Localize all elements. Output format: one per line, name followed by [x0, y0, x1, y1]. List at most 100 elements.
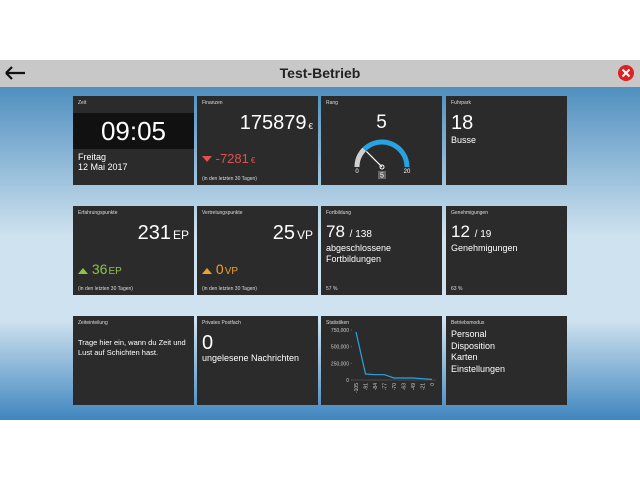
value: 18 [451, 112, 474, 134]
back-button[interactable] [4, 66, 26, 80]
period: (in den letzten 30 Tagen) [202, 286, 257, 292]
tile-erfahrungspunkte[interactable]: Erfahrungspunkte 231 EP 36EP (in den letz… [73, 206, 194, 295]
value-line: 175879 € [240, 112, 313, 135]
percent: 57 % [326, 286, 338, 292]
change-unit: VP [224, 266, 239, 277]
value: 175879 [239, 112, 307, 134]
header-bar: Test-Betrieb [0, 60, 640, 87]
tile-betriebsmodus[interactable]: Betriebsmodus Personal Disposition Karten E… [446, 316, 567, 405]
change-value: 36 [91, 261, 108, 277]
tile-label: Privates Postfach [202, 320, 241, 326]
gauge-needle [366, 151, 383, 168]
down-arrow [202, 156, 212, 162]
period: (in den letzten 30 Tagen) [202, 176, 257, 182]
tile-label: Vertretungspunkte [202, 210, 243, 216]
tile-finanzen[interactable]: Finanzen 175879 € -7281 € (in den letzten … [197, 96, 318, 185]
y-tick-label: 0 [346, 378, 349, 384]
close-button[interactable] [617, 64, 635, 82]
unit: Busse [451, 135, 477, 145]
gauge-hub [379, 164, 385, 170]
x-tick-label: -91 [364, 383, 370, 390]
mode-item[interactable]: Einstellungen [451, 363, 506, 374]
change-unit: € [250, 156, 256, 165]
gauge-arc [362, 139, 410, 168]
value-line: 78 / 138 [326, 222, 372, 242]
period: (in den letzten 30 Tagen) [78, 286, 133, 292]
tile-label: Betriebsmodus [451, 320, 485, 326]
value: 12 [451, 222, 470, 241]
percent: 63 % [451, 286, 463, 292]
series-line [355, 331, 433, 380]
tile-label: Fuhrpark [451, 100, 472, 106]
value-line: 25 VP [273, 222, 313, 245]
clock: 09:05 [73, 113, 194, 149]
change-value: -7281 [215, 151, 249, 166]
stat-chart: 0 250,000 500,000 750,000 -105 -91 -84 -77 -70 -6… [331, 328, 436, 393]
unit: EP [172, 228, 189, 242]
tile-genehmigungen[interactable]: Genehmigungen 12 / 19 Genehmigungen 63 % [446, 206, 567, 295]
gauge-min: 0 [355, 169, 359, 175]
total: / 19 [474, 229, 492, 240]
tile-postfach[interactable]: Privates Postfach 0 ungelesene Nachricht… [197, 316, 318, 405]
value-line: 231 EP [138, 222, 189, 245]
x-tick-label: -84 [373, 383, 379, 390]
gauge-max: 20 [404, 169, 411, 175]
tile-label: Statistiken [326, 320, 350, 326]
gauge: 0 20 5 [354, 139, 411, 180]
up-arrow [78, 268, 88, 274]
x-tick-label: -77 [383, 383, 389, 390]
value: 231 [137, 222, 171, 244]
tile-fortbildung[interactable]: Fortbildung 78 / 138 abgeschlossene Fort… [321, 206, 442, 295]
tile-label: Finanzen [202, 100, 223, 106]
text: abgeschlossene Fortbildungen [326, 243, 392, 264]
date: 12 Mai 2017 [78, 162, 128, 172]
text: Trage hier ein, wann du Zeit und Lust au… [78, 338, 186, 357]
gauge-track [354, 147, 367, 168]
tile-label: Fortbildung [326, 210, 352, 216]
tile-label: Zeit [78, 100, 87, 106]
y-tick-label: 500,000 [331, 345, 349, 351]
change: 0VP [202, 261, 238, 277]
tile-zeiteinteilung[interactable]: Zeiteinteilung Trage hier ein, wann du Z… [73, 316, 194, 405]
x-tick-label: -70 [392, 383, 398, 390]
mode-list: Personal Disposition Karten Einstellungen [451, 329, 505, 375]
mode-item[interactable]: Karten [451, 352, 478, 362]
unit: € [308, 122, 313, 131]
tile-vertretungspunkte[interactable]: Vertretungspunkte 25 VP 0VP (in den letzt… [197, 206, 318, 295]
total: / 138 [349, 229, 372, 240]
tile-rang[interactable]: Rang 5 0 20 5 [321, 96, 442, 185]
up-arrow [202, 268, 212, 274]
x-tick-label: -63 [402, 383, 408, 390]
gauge-value: 5 [380, 173, 384, 180]
weekday: Freitag [78, 152, 107, 162]
text: Genehmigungen [451, 243, 518, 253]
x-tick-label: 0 [430, 383, 436, 386]
change: 36EP [78, 261, 122, 277]
tile-label: Rang [326, 100, 338, 106]
x-tick-label: -49 [411, 383, 417, 390]
tile-fuhrpark[interactable]: Fuhrpark 18 Busse [446, 96, 567, 185]
change: -7281 € [202, 151, 255, 166]
tile-statistiken[interactable]: Statistiken 0 250,000 500,000 750,000 -105 -9… [321, 316, 442, 405]
tile-zeit[interactable]: Zeit 09:05 Freitag 12 Mai 2017 [73, 96, 194, 185]
tile-label: Genehmigungen [451, 210, 488, 216]
rank-value: 5 [376, 112, 387, 133]
value-line: 12 / 19 [451, 222, 491, 242]
x-tick-label: -105 [354, 383, 360, 393]
gauge-value-box [378, 171, 386, 179]
value: 0 [202, 332, 214, 354]
tile-label: Erfahrungspunkte [78, 210, 118, 216]
mode-item[interactable]: Personal [451, 329, 487, 339]
change-unit: EP [108, 266, 122, 277]
value: 78 [326, 222, 345, 241]
change-value: 0 [215, 261, 224, 277]
y-tick-label: 750,000 [331, 328, 349, 334]
page-title: Test-Betrieb [279, 65, 361, 81]
unit: VP [296, 228, 313, 242]
y-tick-label: 250,000 [331, 361, 349, 367]
text: ungelesene Nachrichten [202, 353, 300, 363]
x-tick-label: -21 [421, 383, 427, 390]
tile-label: Zeiteinteilung [78, 320, 108, 326]
mode-item[interactable]: Disposition [451, 340, 496, 351]
